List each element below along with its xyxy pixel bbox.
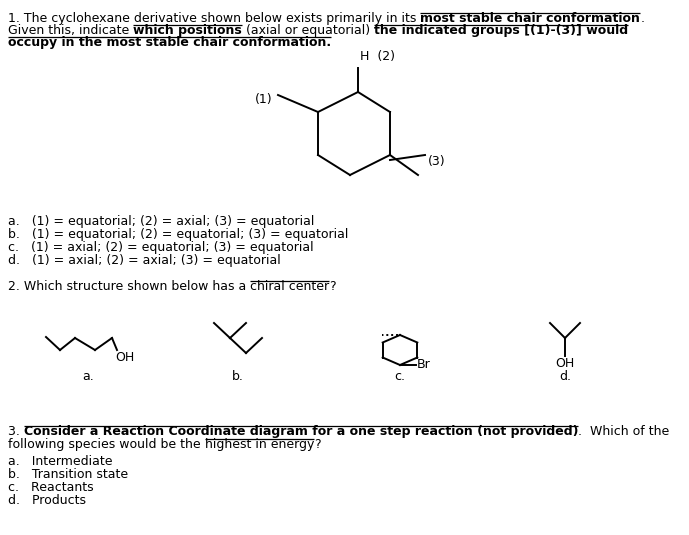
Text: a.   Intermediate: a. Intermediate [8,455,112,468]
Text: 2. Which structure shown below has a: 2. Which structure shown below has a [8,280,250,293]
Text: OH: OH [115,351,134,364]
Text: a.: a. [82,370,94,383]
Text: (1): (1) [254,93,272,105]
Text: d.   (1) = axial; (2) = axial; (3) = equatorial: d. (1) = axial; (2) = axial; (3) = equat… [8,254,280,267]
Text: following species would be the: following species would be the [8,438,205,451]
Text: Consider a Reaction Coordinate diagram for a one step reaction (not provided): Consider a Reaction Coordinate diagram f… [24,425,578,438]
Text: Br: Br [417,358,431,371]
Text: Given this, indicate: Given this, indicate [8,24,133,37]
Text: .  Which of the: . Which of the [578,425,670,438]
Text: ?: ? [314,438,320,451]
Text: c.   Reactants: c. Reactants [8,481,94,494]
Text: most stable chair conformation: most stable chair conformation [420,12,640,25]
Text: b.   (1) = equatorial; (2) = equatorial; (3) = equatorial: b. (1) = equatorial; (2) = equatorial; (… [8,228,349,241]
Text: d.   Products: d. Products [8,494,86,507]
Text: chiral center: chiral center [250,280,329,293]
Text: c.   (1) = axial; (2) = equatorial; (3) = equatorial: c. (1) = axial; (2) = equatorial; (3) = … [8,241,313,254]
Text: occupy in the most stable chair conformation.: occupy in the most stable chair conforma… [8,36,331,49]
Text: (3): (3) [428,156,446,169]
Text: (axial or equatorial): (axial or equatorial) [242,24,374,37]
Text: b.   Transition state: b. Transition state [8,468,128,481]
Text: OH: OH [555,357,575,370]
Text: 3.: 3. [8,425,24,438]
Text: d.: d. [559,370,571,383]
Text: which positions: which positions [133,24,242,37]
Text: c.: c. [395,370,406,383]
Text: H  (2): H (2) [360,50,395,63]
Text: ?: ? [329,280,336,293]
Text: the indicated groups [(1)-(3)] would: the indicated groups [(1)-(3)] would [374,24,628,37]
Text: b.: b. [232,370,244,383]
Text: a.   (1) = equatorial; (2) = axial; (3) = equatorial: a. (1) = equatorial; (2) = axial; (3) = … [8,215,314,228]
Text: highest in energy: highest in energy [205,438,314,451]
Text: 1. The cyclohexane derivative shown below exists primarily in its: 1. The cyclohexane derivative shown belo… [8,12,420,25]
Text: .: . [640,12,644,25]
